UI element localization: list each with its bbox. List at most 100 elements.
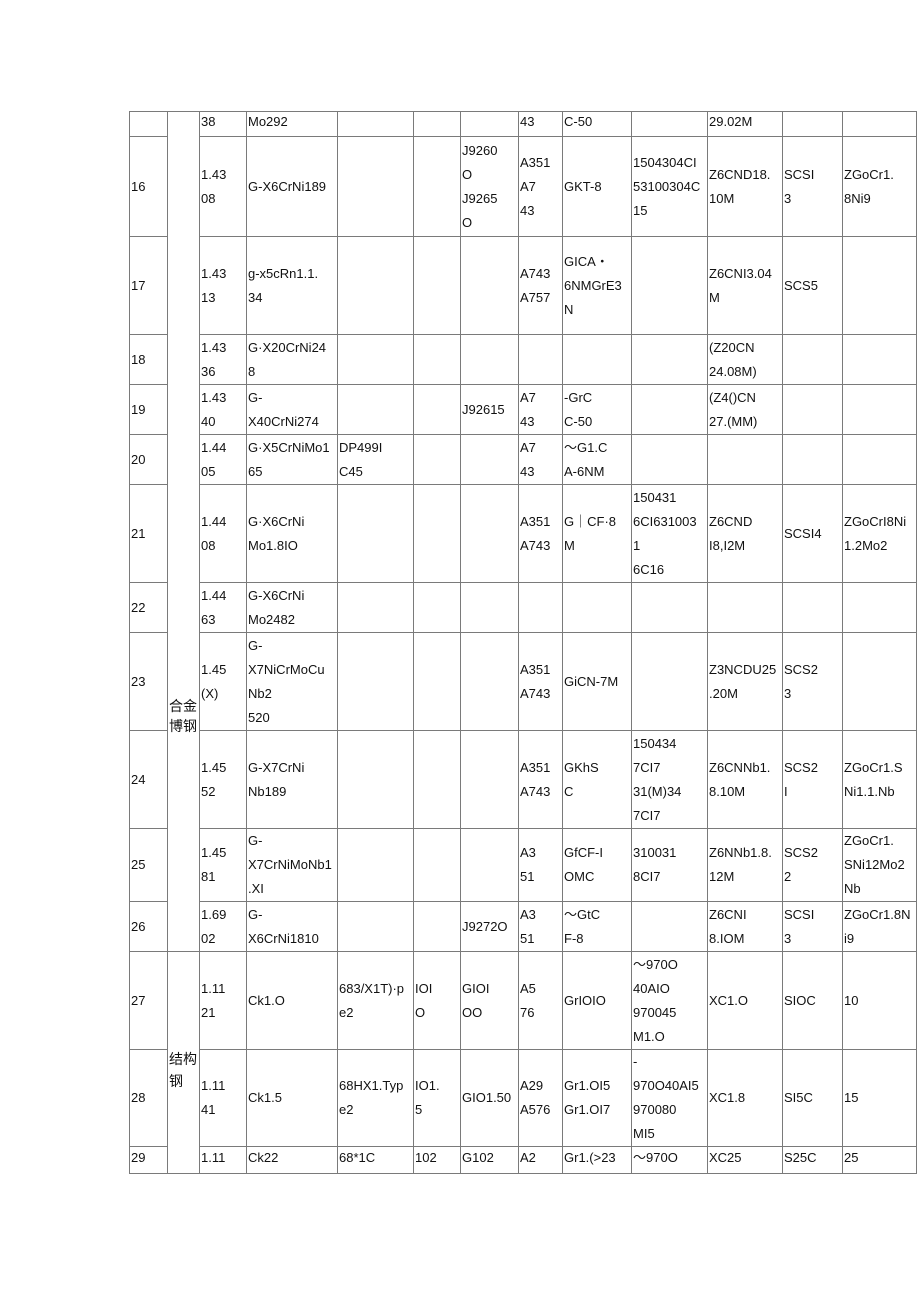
table-cell bbox=[842, 632, 917, 731]
table-cell: 150434 7CI7 31(M)34 7CI7 bbox=[631, 730, 708, 829]
table-cell: GfCF-I OMC bbox=[562, 828, 632, 902]
table-cell: Z3NCDU25 .20M bbox=[707, 632, 783, 731]
table-cell bbox=[337, 582, 414, 633]
table-cell bbox=[460, 434, 519, 485]
table-cell bbox=[460, 484, 519, 583]
table-cell bbox=[562, 582, 632, 633]
table-cell bbox=[842, 582, 917, 633]
table-cell: Z6CNNb1. 8.10M bbox=[707, 730, 783, 829]
table-row: 20 1.44 05 G·X5CrNiMo1 65 DP499I C45 A7 43 ～G… bbox=[129, 434, 917, 485]
table-cell bbox=[460, 236, 519, 335]
table-cell: Gr1.(>23 bbox=[562, 1146, 632, 1174]
table-cell bbox=[413, 111, 461, 137]
table-cell: A3 51 bbox=[518, 828, 563, 902]
table-cell bbox=[337, 901, 414, 952]
table-row: 27 结构 钢 1.11 21 Ck1.O 683/X1T)·p e2 IOI O GIOI… bbox=[129, 951, 917, 1174]
table-row: 合金 博钢 38 Mo292 43 C-50 29.02M bbox=[129, 111, 917, 952]
table-cell: (Z20CN 24.08M) bbox=[707, 334, 783, 385]
table-cell: 25 bbox=[842, 1146, 917, 1174]
table-cell: 1.45 (X) bbox=[199, 632, 247, 731]
table-cell: ZGoCr1. 8Ni9 bbox=[842, 136, 917, 237]
table-cell bbox=[631, 582, 708, 633]
category-label: 结构 钢 bbox=[169, 1051, 197, 1089]
table-cell bbox=[782, 582, 843, 633]
table-cell: A743 A757 bbox=[518, 236, 563, 335]
table-cell bbox=[337, 236, 414, 335]
table-cell bbox=[842, 434, 917, 485]
table-row: 25 1.45 81 G- X7CrNiMoNb1 .XI A3 51 GfCF-I O… bbox=[129, 828, 917, 902]
table-cell bbox=[337, 632, 414, 731]
table-row: 22 1.44 63 G-X6CrNi Mo2482 bbox=[129, 582, 917, 633]
table-cell: G·X5CrNiMo1 65 bbox=[246, 434, 338, 485]
row-number: 26 bbox=[129, 901, 168, 952]
table-cell: A3 51 bbox=[518, 901, 563, 952]
table-cell: J9260 O J9265 O bbox=[460, 136, 519, 237]
table-cell bbox=[413, 632, 461, 731]
row-number: 23 bbox=[129, 632, 168, 731]
row-number: 25 bbox=[129, 828, 168, 902]
table-cell: G·X20CrNi24 8 bbox=[246, 334, 338, 385]
table-cell: IOI O bbox=[413, 951, 461, 1050]
row-number: 20 bbox=[129, 434, 168, 485]
table-cell bbox=[337, 484, 414, 583]
table-cell: SCSI 3 bbox=[782, 901, 843, 952]
table-cell bbox=[782, 434, 843, 485]
table-cell bbox=[842, 236, 917, 335]
table-cell: ZGoCr1.S Ni1.1.Nb bbox=[842, 730, 917, 829]
table-cell: A2 bbox=[518, 1146, 563, 1174]
table-cell bbox=[631, 901, 708, 952]
table-cell: Z6CNI3.04 M bbox=[707, 236, 783, 335]
category-cell: 合金 博钢 bbox=[167, 111, 200, 952]
table-cell: Gr1.OI5 Gr1.OI7 bbox=[562, 1049, 632, 1147]
table-cell: ～970O 40AIO 970045 M1.O bbox=[631, 951, 708, 1050]
table-cell: ZGoCrI8Ni 1.2Mo2 bbox=[842, 484, 917, 583]
table-cell bbox=[460, 334, 519, 385]
table-cell bbox=[413, 236, 461, 335]
table-cell: XC1.O bbox=[707, 951, 783, 1050]
table-cell: 43 bbox=[518, 111, 563, 137]
table-cell bbox=[842, 111, 917, 137]
table-cell: A7 43 bbox=[518, 384, 563, 435]
table-cell: A5 76 bbox=[518, 951, 563, 1050]
table-cell: 150431 6CI631003 1 6C16 bbox=[631, 484, 708, 583]
table-row: 18 1.43 36 G·X20CrNi24 8 (Z20CN 24.08M) bbox=[129, 334, 917, 385]
table-cell: A29 A576 bbox=[518, 1049, 563, 1147]
table-cell: ～970O bbox=[631, 1146, 708, 1174]
table-cell bbox=[413, 901, 461, 952]
table-cell bbox=[562, 334, 632, 385]
table-cell: SCS5 bbox=[782, 236, 843, 335]
table-cell bbox=[413, 434, 461, 485]
table-cell: 310031 8CI7 bbox=[631, 828, 708, 902]
table-cell bbox=[337, 136, 414, 237]
table-row: 21 1.44 08 G·X6CrNi Mo1.8IO A351 A743 G｜CF·8… bbox=[129, 484, 917, 583]
table-cell: A7 43 bbox=[518, 434, 563, 485]
table-cell: Ck22 bbox=[246, 1146, 338, 1174]
table-cell: J9272O bbox=[460, 901, 519, 952]
table-cell: Z6CND I8,I2M bbox=[707, 484, 783, 583]
table-cell: S25C bbox=[782, 1146, 843, 1174]
table-cell: 683/X1T)·p e2 bbox=[337, 951, 414, 1050]
table-cell bbox=[782, 334, 843, 385]
table-cell: GKT-8 bbox=[562, 136, 632, 237]
table-cell bbox=[631, 111, 708, 137]
table-cell bbox=[337, 334, 414, 385]
table-cell: 10 bbox=[842, 951, 917, 1050]
row-number: 29 bbox=[129, 1146, 168, 1174]
table-cell bbox=[413, 136, 461, 237]
table-cell: ～GtC F-8 bbox=[562, 901, 632, 952]
table-cell: 29.02M bbox=[707, 111, 783, 137]
table-cell: SCS2 3 bbox=[782, 632, 843, 731]
table-cell: 1.43 36 bbox=[199, 334, 247, 385]
table-cell: A351 A7 43 bbox=[518, 136, 563, 237]
table-cell: IO1. 5 bbox=[413, 1049, 461, 1147]
table-cell bbox=[842, 384, 917, 435]
table-cell: 15 bbox=[842, 1049, 917, 1147]
table-row: 17 1.43 13 g-x5cRn1.1. 34 A743 A757 GICA・ 6N… bbox=[129, 236, 917, 335]
table-cell: SI5C bbox=[782, 1049, 843, 1147]
table-cell: G｜CF·8 M bbox=[562, 484, 632, 583]
table-row: 24 1.45 52 G-X7CrNi Nb189 A351 A743 GKhS C 15… bbox=[129, 730, 917, 829]
table-cell: SIOC bbox=[782, 951, 843, 1050]
table-cell: GrIOIO bbox=[562, 951, 632, 1050]
table-cell: ZGoCr1. SNi12Mo2 Nb bbox=[842, 828, 917, 902]
table-cell: G·X6CrNi Mo1.8IO bbox=[246, 484, 338, 583]
